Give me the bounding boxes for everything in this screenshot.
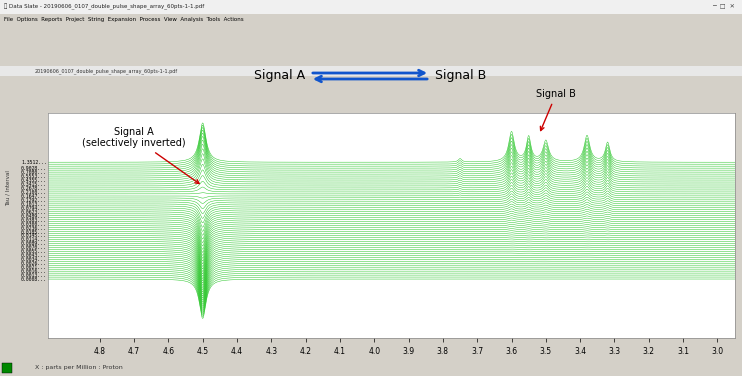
Text: ─  □  ✕: ─ □ ✕: [712, 5, 735, 9]
Bar: [0, 48, 742, 66]
X-axis label: X : parts per Million : Proton: X : parts per Million : Proton: [329, 359, 454, 368]
Text: 🗋 Data Slate - 20190606_0107_double_pulse_shape_array_60pts-1-1.pdf: 🗋 Data Slate - 20190606_0107_double_puls…: [4, 4, 204, 10]
Bar: [0, 26, 742, 48]
Text: 20190606_0107_double_pulse_shape_array_60pts-1-1.pdf: 20190606_0107_double_pulse_shape_array_6…: [35, 68, 178, 74]
Bar: [2, 363, 12, 373]
Text: Signal B: Signal B: [435, 70, 486, 82]
Text: Tau / Interval: Tau / Interval: [5, 170, 10, 206]
Text: X : parts per Million : Proton: X : parts per Million : Proton: [35, 364, 122, 370]
Text: File  Options  Reports  Project  String  Expansion  Process  View  Analysis  Too: File Options Reports Project String Expa…: [4, 18, 243, 23]
Text: Signal A: Signal A: [254, 70, 305, 82]
Bar: [0, 14, 742, 26]
Bar: [0, 66, 742, 76]
Bar: [0, 358, 742, 376]
Bar: [0, 0, 742, 14]
Text: Signal A
(selectively inverted): Signal A (selectively inverted): [82, 127, 199, 183]
Text: Signal B: Signal B: [536, 89, 576, 130]
